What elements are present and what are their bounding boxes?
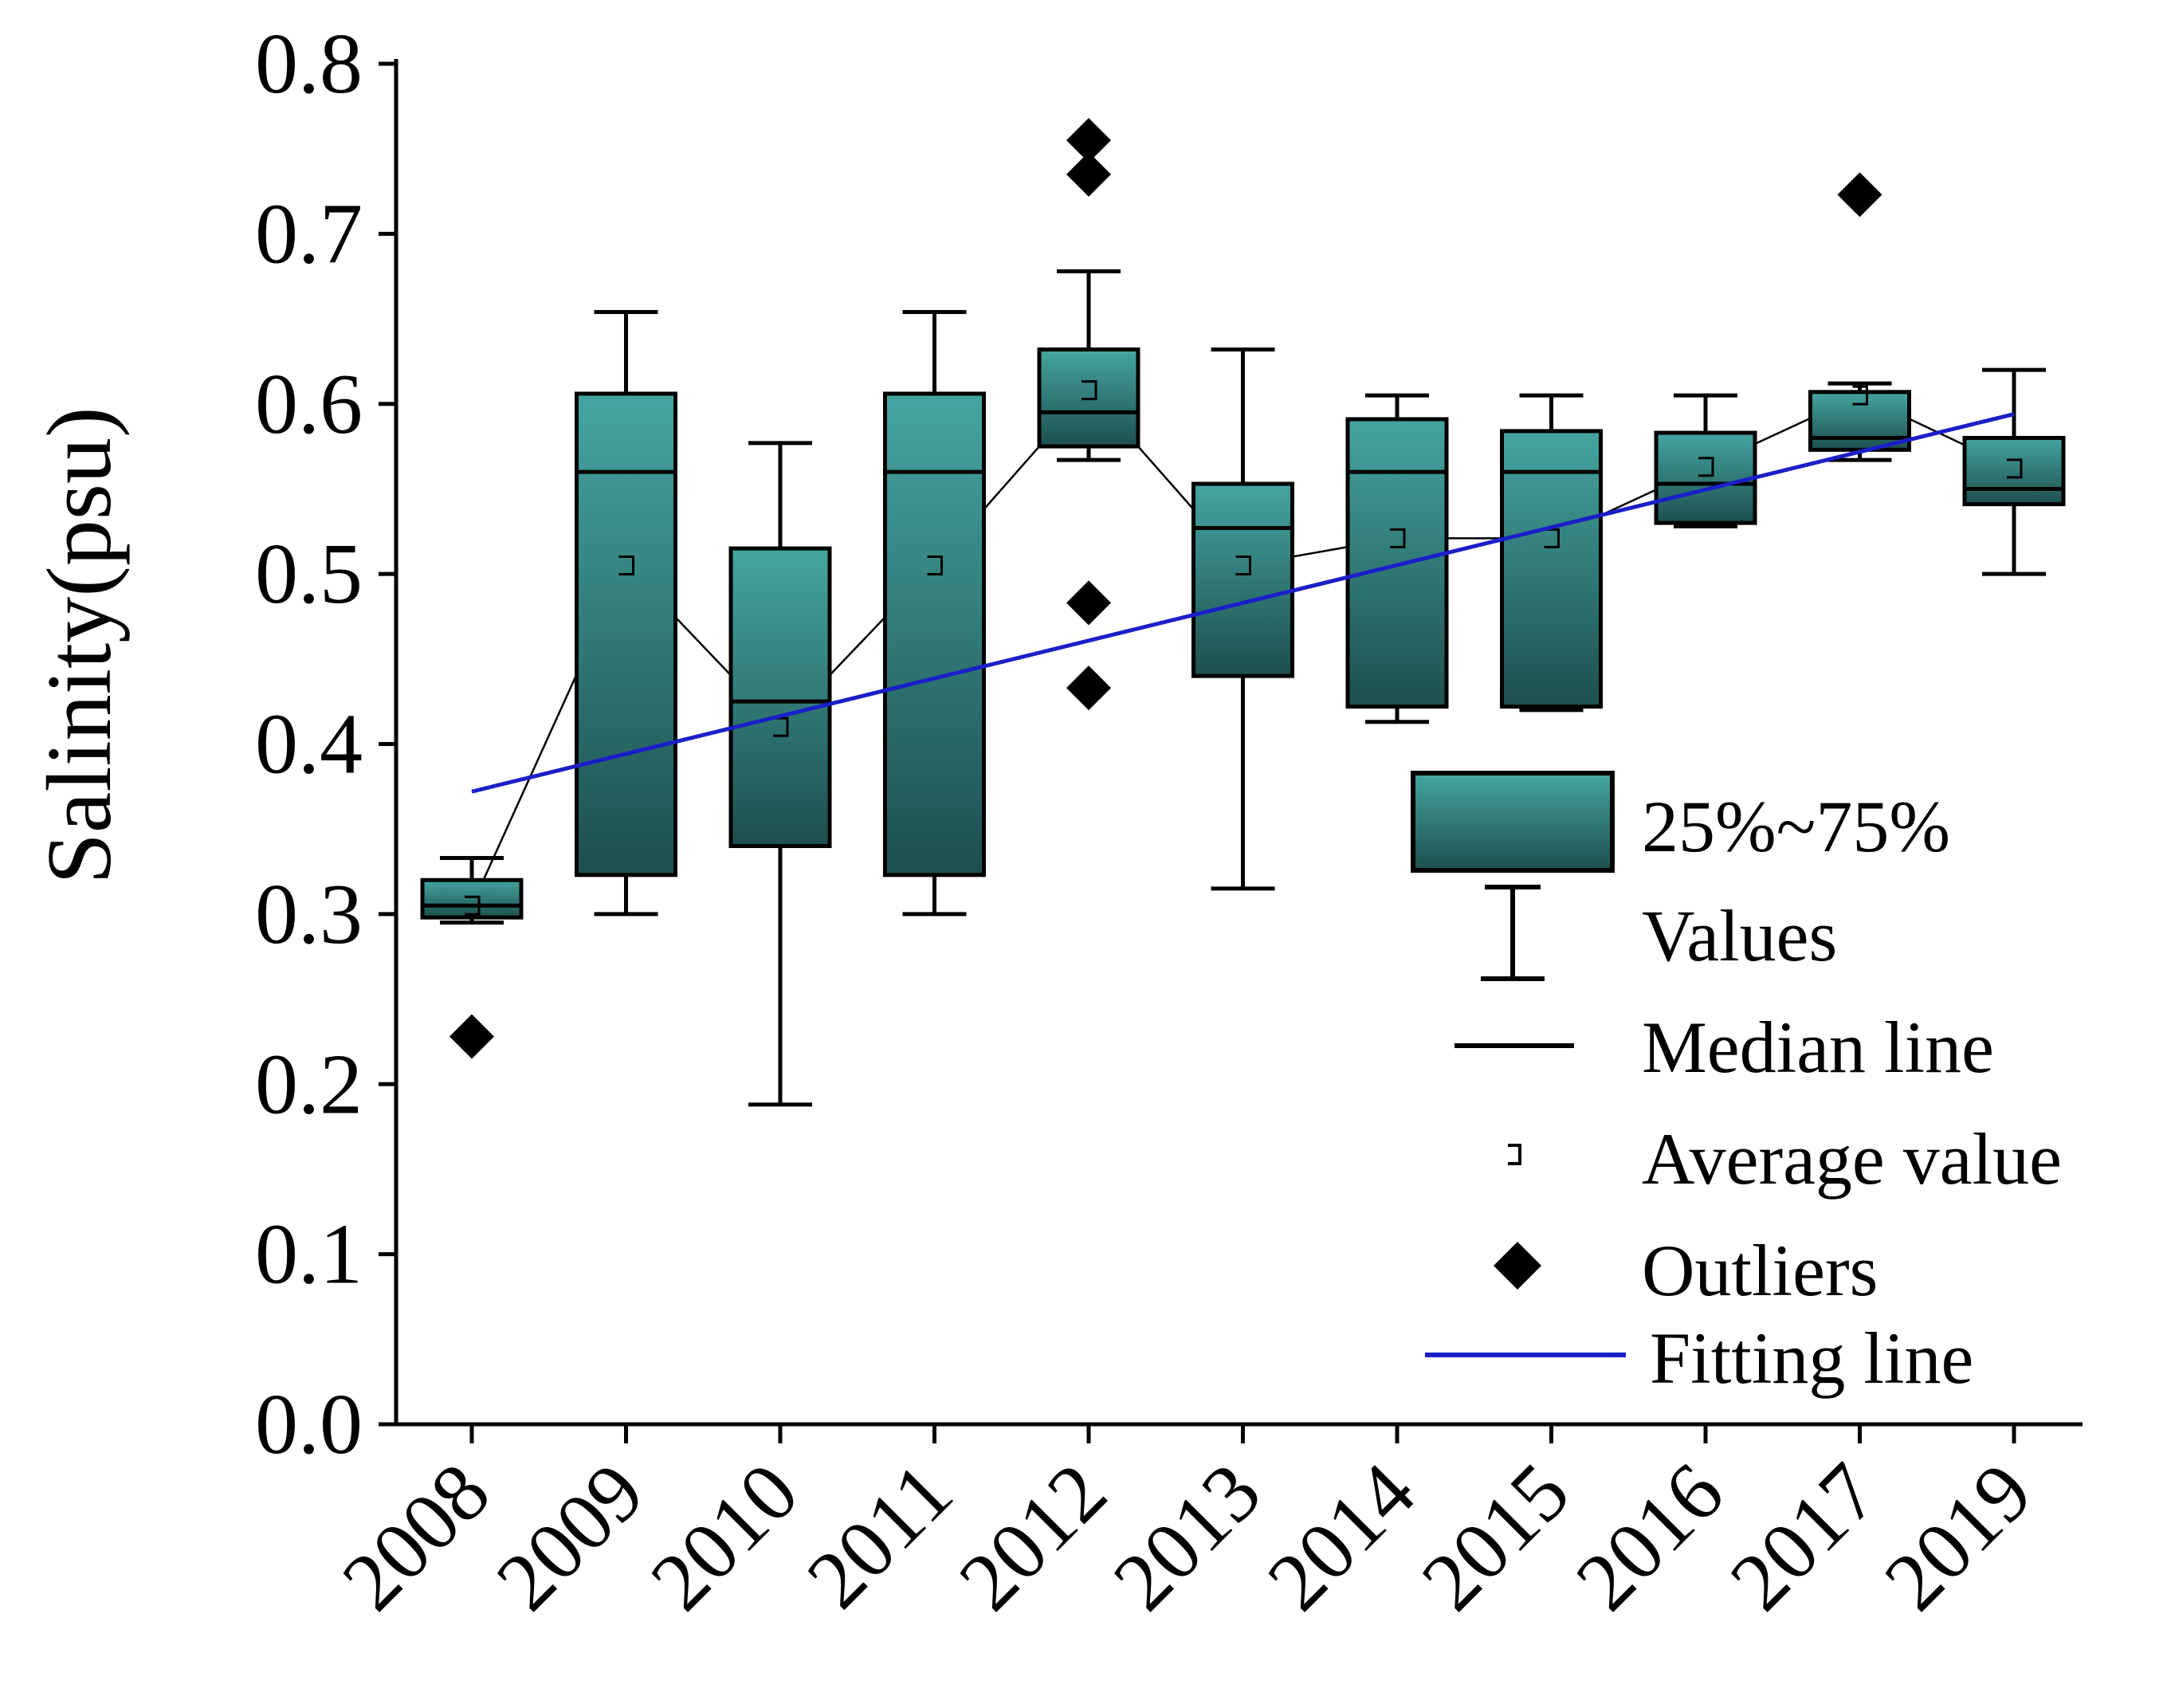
outlier-point (1066, 580, 1111, 626)
x-tick-label: 2012 (942, 1446, 1124, 1628)
fitting-line (471, 412, 2015, 794)
x-tick-label: 2009 (479, 1446, 661, 1628)
y-tick-label: 0.1 (255, 1207, 363, 1302)
y-tick-label: 0.3 (255, 867, 363, 962)
box-2014 (1345, 393, 1449, 724)
x-tick-label: 2011 (790, 1446, 970, 1626)
outlier-point (449, 1014, 494, 1059)
plot-area: 0.00.10.20.30.40.50.60.70.82008200920102… (255, 17, 2083, 1628)
legend-whisker-swatch (1481, 885, 1545, 981)
mean-marker (465, 895, 481, 916)
x-tick-label: 2017 (1713, 1446, 1894, 1628)
outlier-point (1066, 666, 1111, 711)
x-tick-label: 2015 (1404, 1446, 1586, 1628)
mean-marker (1082, 380, 1097, 401)
legend-label-box: 25%~75% (1642, 786, 1950, 867)
y-axis-title: Salinity(psu) (29, 406, 131, 884)
x-tick-label: 2014 (1250, 1446, 1432, 1628)
iqr-box (420, 878, 524, 920)
mean-marker (1698, 457, 1714, 477)
iqr-box (575, 391, 677, 878)
iqr-box (1962, 435, 2066, 507)
box-2010 (728, 441, 832, 1107)
legend-box-swatch (1411, 771, 1615, 873)
box-2012 (1037, 118, 1140, 711)
y-tick-label: 0.6 (255, 357, 363, 452)
y-tick-label: 0.7 (255, 187, 363, 281)
y-tick-label: 0.5 (255, 527, 363, 622)
mean-marker (618, 555, 634, 575)
mean-marker (1235, 555, 1251, 575)
box-2015 (1500, 393, 1603, 713)
mean-marker (1544, 528, 1560, 548)
legend-label-fitting: Fitting line (1650, 1317, 1973, 1399)
iqr-box (1808, 390, 1911, 452)
legend-outlier-swatch (1494, 1242, 1541, 1290)
iqr-box (1654, 430, 1757, 525)
legend-label-outliers: Outliers (1642, 1230, 1878, 1311)
mean-marker (2007, 458, 2023, 479)
box-2009 (575, 310, 677, 917)
legend-label-median: Median line (1642, 1007, 1994, 1088)
x-tick-label: 2008 (325, 1446, 507, 1628)
mean-marker (773, 717, 789, 737)
mean-marker (1852, 385, 1868, 406)
y-tick-label: 0.2 (255, 1037, 363, 1132)
x-tick-label: 2019 (1867, 1446, 2049, 1628)
legend-label-values: Values (1642, 895, 1837, 976)
iqr-box (883, 391, 986, 878)
box-2013 (1191, 347, 1294, 891)
box-2008 (420, 855, 524, 1059)
iqr-box (728, 546, 832, 849)
outlier-point (1837, 172, 1882, 218)
box-2016 (1654, 393, 1757, 528)
legend-label-average: Average value (1642, 1118, 2062, 1200)
x-tick-label: 2010 (634, 1446, 815, 1628)
y-tick-label: 0.4 (255, 697, 363, 792)
mean-marker (927, 555, 943, 575)
box-2011 (883, 310, 986, 917)
x-tick-label: 2013 (1096, 1446, 1278, 1628)
iqr-box (1500, 429, 1603, 709)
outlier-point (1066, 118, 1111, 163)
x-tick-label: 2016 (1559, 1446, 1741, 1628)
legend-mean-swatch (1508, 1144, 1521, 1165)
legend: 25%~75% Values Median line Average value… (1411, 771, 2062, 1399)
box-2019 (1962, 367, 2066, 576)
iqr-box (1345, 417, 1449, 709)
y-tick-label: 0.8 (255, 17, 363, 112)
box-2017 (1808, 172, 1911, 462)
y-tick-label: 0.0 (255, 1377, 363, 1472)
iqr-box (1191, 481, 1294, 678)
mean-marker (1390, 528, 1406, 548)
outlier-point (1066, 151, 1111, 197)
